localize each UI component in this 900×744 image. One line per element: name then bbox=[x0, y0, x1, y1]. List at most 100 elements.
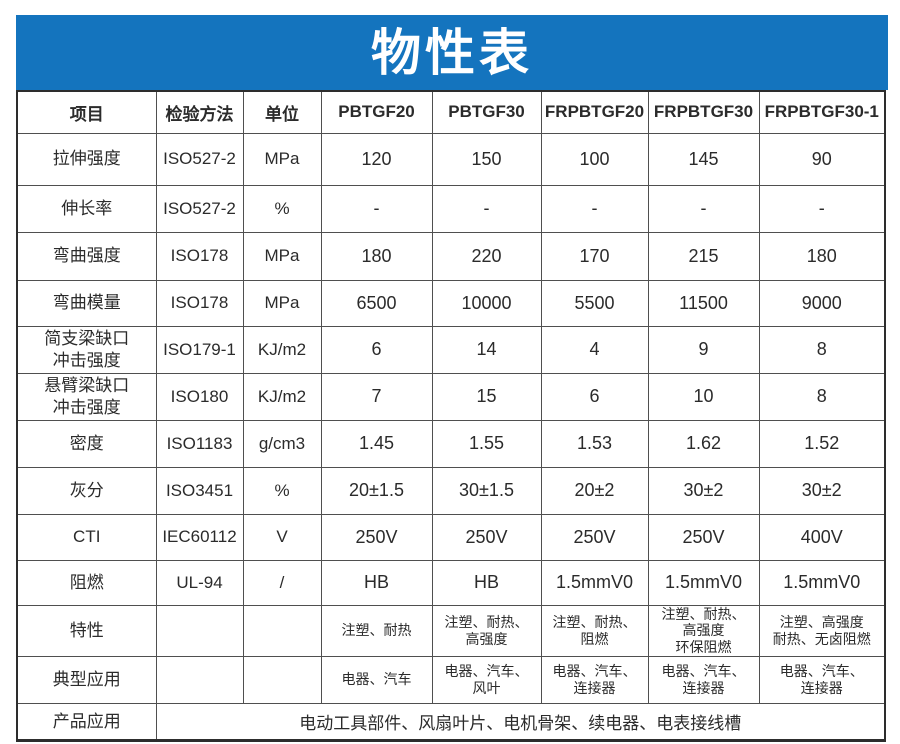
table-row: 伸长率 ISO527-2% - - - - - bbox=[16, 184, 886, 233]
value-cell: 180 bbox=[758, 231, 886, 281]
value-cell: 10000 bbox=[431, 279, 542, 327]
method-cell bbox=[155, 655, 244, 704]
value-cell: 150 bbox=[431, 132, 542, 186]
page-title: 物性表 bbox=[371, 24, 533, 81]
table-row: 灰分 ISO3451% 20±1.5 30±1.5 20±2 30±2 30±2 bbox=[16, 466, 886, 515]
unit-cell: MPa bbox=[242, 279, 322, 327]
method-cell bbox=[155, 604, 244, 657]
row-label: 简支梁缺口 冲击强度 bbox=[16, 325, 157, 374]
unit-cell: % bbox=[242, 184, 322, 233]
table-row: 阻燃 UL-94/HB HB 1.5mmV0 1.5mmV0 1.5mmV0 bbox=[16, 559, 886, 606]
row-label: 特性 bbox=[16, 604, 157, 657]
value-cell: 5500 bbox=[540, 279, 649, 327]
value-cell: 20±2 bbox=[540, 466, 649, 515]
unit-cell: V bbox=[242, 513, 322, 561]
row-label: 悬臂梁缺口 冲击强度 bbox=[16, 372, 157, 421]
title-banner: 物性表 bbox=[16, 15, 888, 90]
value-cell: 6 bbox=[540, 372, 649, 421]
method-cell: ISO178 bbox=[155, 279, 244, 327]
value-cell: HB bbox=[431, 559, 542, 606]
value-cell: 20±1.5 bbox=[320, 466, 433, 515]
value-cell: 100 bbox=[540, 132, 649, 186]
value-cell: 250V bbox=[431, 513, 542, 561]
value-cell: 8 bbox=[758, 325, 886, 374]
table-row: 弯曲强度 ISO178 MPa 180 220 170 215 180 bbox=[16, 231, 886, 281]
row-label: 阻燃 bbox=[16, 559, 157, 606]
table-row: 简支梁缺口 冲击强度 ISO179-1 KJ/m2 6 14 4 9 8 bbox=[16, 325, 886, 374]
value-cell: 7 bbox=[320, 372, 433, 421]
value-cell: 注塑、高强度 耐热、无卤阻燃 bbox=[758, 604, 886, 657]
value-cell: 15 bbox=[431, 372, 542, 421]
method-cell: ISO179-1 bbox=[155, 325, 244, 374]
value-cell: 215 bbox=[647, 231, 760, 281]
value-cell: HB bbox=[320, 559, 433, 606]
table-header-row: 项目 检验方法 单位 PBTGF20 PBTGF30 FRPBTGF20 FRPBTGF30… bbox=[16, 90, 886, 134]
method-cell: ISO178 bbox=[155, 231, 244, 281]
value-cell: 30±1.5 bbox=[431, 466, 542, 515]
row-label: 典型应用 bbox=[16, 655, 157, 704]
value-cell: 4 bbox=[540, 325, 649, 374]
unit-cell: KJ/m2 bbox=[242, 372, 322, 421]
product-applications-cell: 电动工具部件、风扇叶片、电机骨架、续电器、电表接线槽 bbox=[155, 702, 886, 741]
row-label: 密度 bbox=[16, 419, 157, 468]
properties-table: 项目 检验方法 单位 PBTGF20 PBTGF30 FRPBTGF20 FRPBTGF30… bbox=[16, 90, 886, 742]
method-cell: ISO3451 bbox=[155, 466, 244, 515]
table-row: 特性 注塑、耐热 注塑、耐热、 高强度 注塑、耐热、 阻燃 注塑、耐热、 高强度 环保阻… bbox=[16, 604, 886, 657]
value-cell: - bbox=[320, 184, 433, 233]
column-header: 检验方法 bbox=[155, 90, 244, 134]
method-cell: ISO1183 bbox=[155, 419, 244, 468]
value-cell: 9 bbox=[647, 325, 760, 374]
unit-cell: / bbox=[242, 559, 322, 606]
value-cell: 1.62 bbox=[647, 419, 760, 468]
value-cell: 电器、汽车、 连接器 bbox=[540, 655, 649, 704]
method-cell: IEC60112 bbox=[155, 513, 244, 561]
row-label: 产品应用 bbox=[16, 702, 157, 741]
value-cell: 6500 bbox=[320, 279, 433, 327]
value-cell: 220 bbox=[431, 231, 542, 281]
value-cell: - bbox=[647, 184, 760, 233]
value-cell: 120 bbox=[320, 132, 433, 186]
value-cell: 170 bbox=[540, 231, 649, 281]
value-cell: 1.5mmV0 bbox=[647, 559, 760, 606]
row-label: 伸长率 bbox=[16, 184, 157, 233]
table-body: 拉伸强度 ISO527-2 MPa 120 150 100 145 90 伸长率 ISO527-2… bbox=[16, 132, 886, 741]
row-label: 弯曲模量 bbox=[16, 279, 157, 327]
value-cell: 10 bbox=[647, 372, 760, 421]
table-footer-row: 产品应用 电动工具部件、风扇叶片、电机骨架、续电器、电表接线槽 bbox=[16, 702, 886, 741]
table-row: 典型应用 电器、汽车 电器、汽车、 风叶 电器、汽车、 连接器 电器、汽车、 连接器 电器… bbox=[16, 655, 886, 704]
value-cell: 400V bbox=[758, 513, 886, 561]
value-cell: 145 bbox=[647, 132, 760, 186]
table-row: 悬臂梁缺口 冲击强度 ISO180 KJ/m2 7 15 6 10 8 bbox=[16, 372, 886, 421]
column-header: FRPBTGF30-1 bbox=[758, 90, 886, 134]
unit-cell: MPa bbox=[242, 132, 322, 186]
column-header: PBTGF30 bbox=[431, 90, 542, 134]
value-cell: 1.52 bbox=[758, 419, 886, 468]
value-cell: 250V bbox=[320, 513, 433, 561]
value-cell: 注塑、耐热 bbox=[320, 604, 433, 657]
method-cell: ISO527-2 bbox=[155, 184, 244, 233]
value-cell: 180 bbox=[320, 231, 433, 281]
column-header: FRPBTGF20 bbox=[540, 90, 649, 134]
column-header: 项目 bbox=[16, 90, 157, 134]
method-cell: UL-94 bbox=[155, 559, 244, 606]
value-cell: - bbox=[431, 184, 542, 233]
table-row: CTI IEC60112 V 250V 250V 250V 250V 400V bbox=[16, 513, 886, 561]
column-header: PBTGF20 bbox=[320, 90, 433, 134]
unit-cell: % bbox=[242, 466, 322, 515]
value-cell: 注塑、耐热、 高强度 环保阻燃 bbox=[647, 604, 760, 657]
value-cell: 1.45 bbox=[320, 419, 433, 468]
row-label: 灰分 bbox=[16, 466, 157, 515]
row-label: CTI bbox=[16, 513, 157, 561]
value-cell: 1.55 bbox=[431, 419, 542, 468]
value-cell: 注塑、耐热、 阻燃 bbox=[540, 604, 649, 657]
unit-cell: MPa bbox=[242, 231, 322, 281]
value-cell: - bbox=[758, 184, 886, 233]
value-cell: - bbox=[540, 184, 649, 233]
method-cell: ISO527-2 bbox=[155, 132, 244, 186]
value-cell: 30±2 bbox=[647, 466, 760, 515]
value-cell: 14 bbox=[431, 325, 542, 374]
value-cell: 电器、汽车、 风叶 bbox=[431, 655, 542, 704]
unit-cell: g/cm3 bbox=[242, 419, 322, 468]
value-cell: 电器、汽车、 连接器 bbox=[647, 655, 760, 704]
